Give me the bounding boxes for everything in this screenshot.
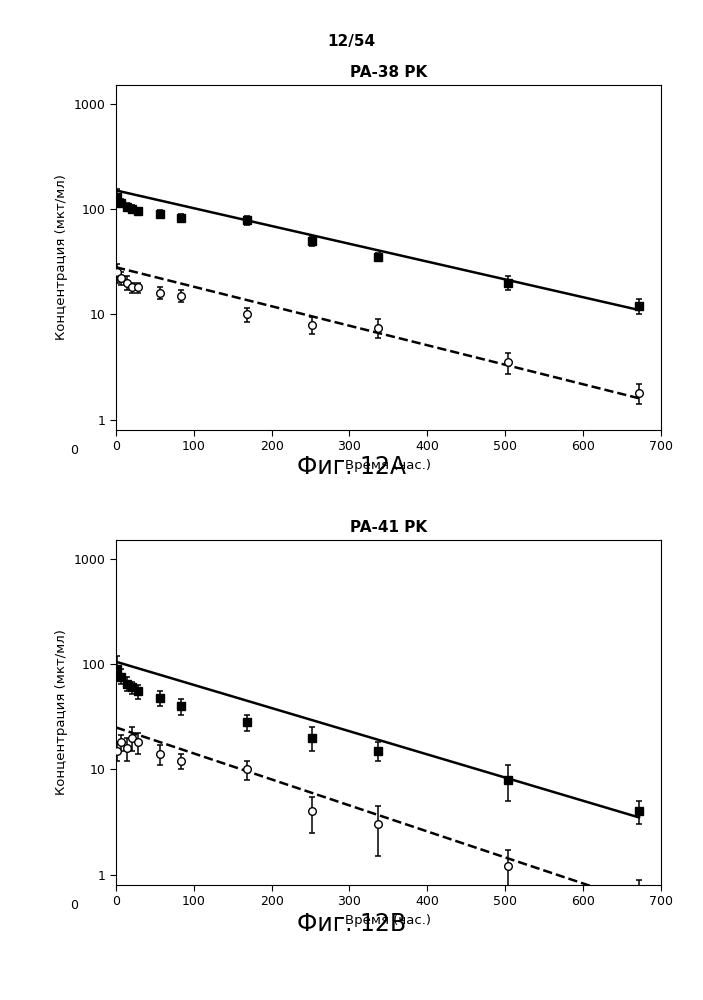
Text: Фиг. 12B: Фиг. 12B xyxy=(297,912,406,936)
Title: PA-38 PK: PA-38 PK xyxy=(350,65,427,80)
Text: Фиг. 12А: Фиг. 12А xyxy=(297,455,406,479)
Text: 12/54: 12/54 xyxy=(328,34,375,49)
Y-axis label: Концентрация (мкт/мл): Концентрация (мкт/мл) xyxy=(55,175,68,340)
Text: 0: 0 xyxy=(70,444,78,457)
X-axis label: Время (час.): Время (час.) xyxy=(345,459,432,472)
Text: 0: 0 xyxy=(70,899,78,912)
X-axis label: Время (час.): Время (час.) xyxy=(345,914,432,927)
Y-axis label: Концентрация (мкт/мл): Концентрация (мкт/мл) xyxy=(55,630,68,795)
Title: PA-41 PK: PA-41 PK xyxy=(350,520,427,535)
